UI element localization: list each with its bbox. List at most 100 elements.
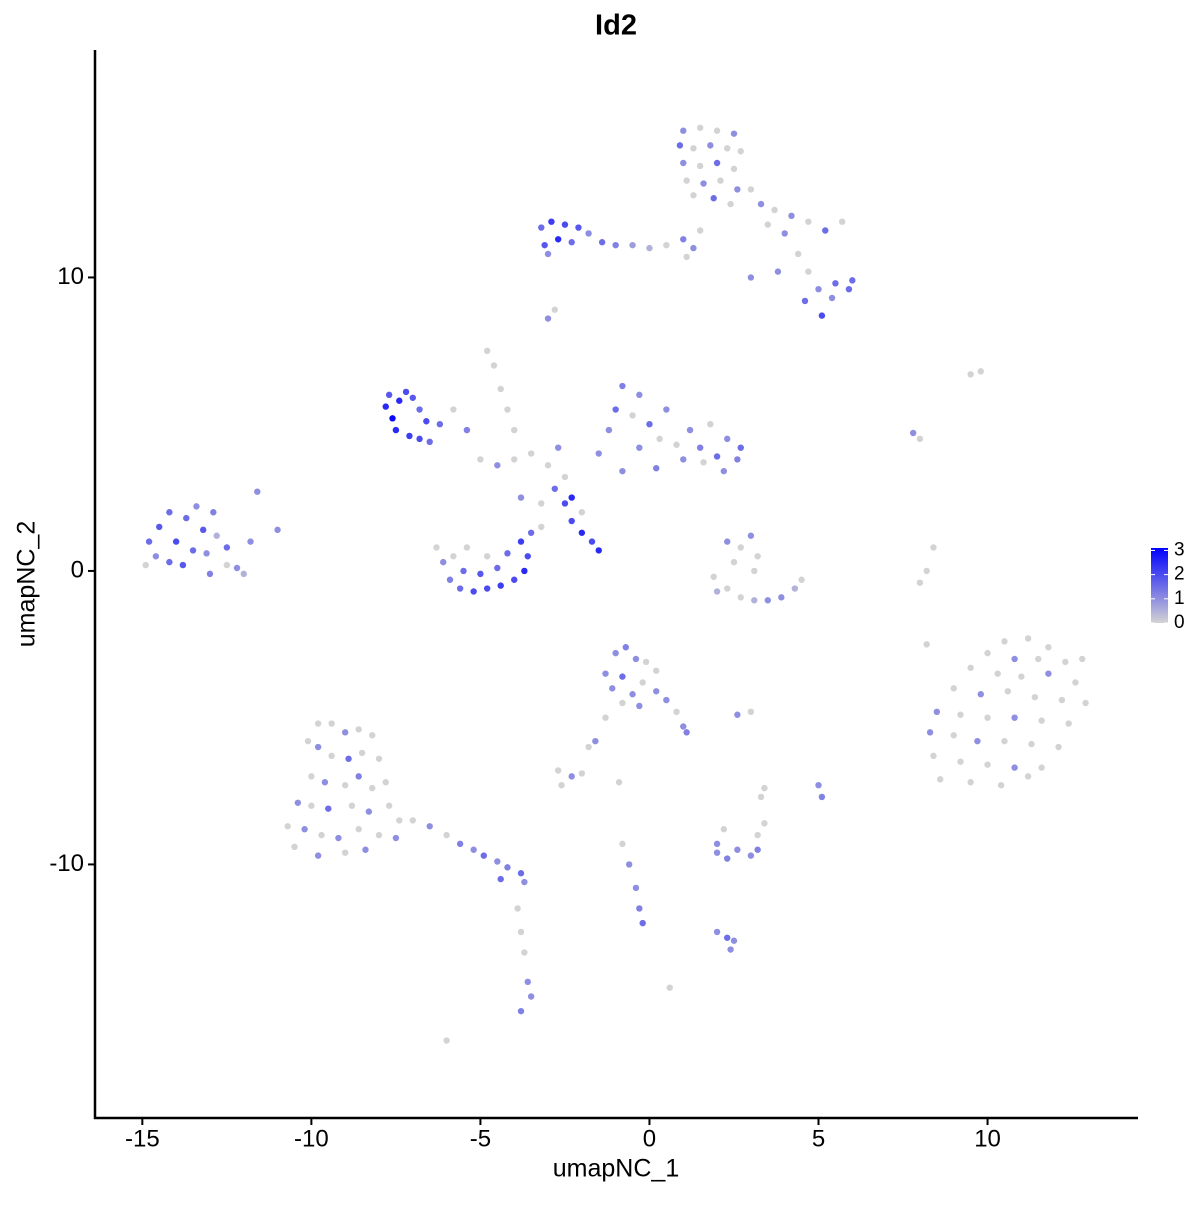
cell-point (396, 817, 403, 824)
cell-point (653, 667, 660, 674)
cell-point (757, 200, 765, 208)
cell-point (747, 708, 755, 716)
cell-point (1004, 688, 1012, 695)
cell-point (483, 347, 491, 355)
cell-point (483, 553, 491, 560)
colorbar-tick-label: 0 (1174, 612, 1185, 633)
cell-point (615, 779, 623, 786)
cell-point (632, 655, 640, 663)
cell-point (199, 526, 207, 534)
cell-point (696, 124, 704, 131)
cell-point (436, 420, 444, 428)
cell-point (690, 145, 697, 152)
cell-point (517, 494, 525, 501)
cell-point (304, 737, 312, 745)
cell-point (764, 221, 771, 228)
cell-point (585, 230, 592, 237)
cell-point (189, 547, 197, 554)
cell-point (713, 127, 721, 134)
cell-point (517, 928, 525, 936)
cell-point (642, 658, 650, 666)
cell-point (730, 165, 738, 173)
cell-point (764, 597, 771, 604)
cell-point (795, 250, 802, 258)
cell-point (994, 670, 1001, 677)
x-tick-label: -5 (470, 1125, 491, 1152)
cell-point (524, 553, 531, 560)
cell-point (294, 799, 302, 806)
cell-point (490, 362, 498, 369)
cell-point (916, 579, 924, 586)
cell-point (497, 875, 504, 883)
cell-point (720, 826, 728, 833)
cell-point (724, 145, 731, 152)
cell-point (585, 743, 592, 751)
cell-point (416, 406, 423, 413)
cell-point (713, 928, 721, 936)
cell-point (930, 752, 937, 760)
cell-point (602, 714, 609, 721)
cell-point (727, 946, 734, 953)
cell-point (805, 268, 812, 275)
cell-point (443, 1037, 450, 1044)
cell-point (602, 670, 609, 677)
cell-point (494, 564, 501, 572)
cell-point (548, 218, 555, 225)
cell-point (470, 846, 477, 853)
cell-point (409, 817, 417, 824)
cell-point (747, 274, 755, 281)
cell-point (636, 391, 643, 399)
cell-point (747, 186, 755, 193)
cell-point (578, 770, 586, 777)
cell-point (957, 711, 964, 718)
cell-point (568, 517, 575, 525)
cell-point (683, 177, 690, 184)
cell-point (365, 808, 373, 815)
cell-point (358, 749, 366, 757)
cell-point (923, 567, 930, 575)
cell-point (504, 550, 511, 557)
cell-point (355, 773, 362, 780)
cell-point (632, 884, 640, 892)
cell-point (206, 570, 214, 578)
cell-point (511, 426, 518, 434)
cell-point (588, 538, 596, 545)
cell-point (957, 758, 964, 765)
cell-point (213, 532, 220, 539)
cell-point (967, 371, 974, 378)
cell-point (527, 450, 535, 457)
cell-point (619, 840, 626, 848)
cell-point (663, 406, 670, 413)
cell-point (460, 567, 467, 575)
cell-point (375, 755, 383, 762)
cell-point (747, 852, 755, 859)
cell-point (423, 418, 430, 425)
cell-point (1079, 655, 1086, 663)
cell-point (527, 993, 535, 1000)
cell-point (541, 241, 548, 249)
cell-point (818, 312, 826, 319)
cell-point (335, 834, 342, 842)
cell-point (355, 726, 362, 733)
cell-point (619, 673, 626, 680)
cell-point (926, 729, 934, 736)
cell-point (592, 737, 599, 745)
cell-point (967, 779, 974, 786)
cell-point (696, 444, 704, 451)
cell-point (771, 206, 778, 214)
x-tick-label: 0 (643, 1125, 656, 1152)
cell-point (730, 937, 738, 944)
cell-point (152, 553, 160, 560)
cell-point (369, 784, 376, 792)
cell-point (977, 368, 984, 375)
cell-point (544, 462, 552, 469)
colorbar-tick-label: 3 (1174, 539, 1185, 560)
cell-point (737, 544, 744, 551)
cell-point (233, 564, 241, 572)
cell-point (517, 1007, 525, 1015)
cell-point (696, 162, 704, 170)
cell-point (933, 708, 941, 716)
cell-point (713, 453, 721, 460)
cell-point (730, 558, 738, 566)
cell-point (595, 547, 602, 554)
